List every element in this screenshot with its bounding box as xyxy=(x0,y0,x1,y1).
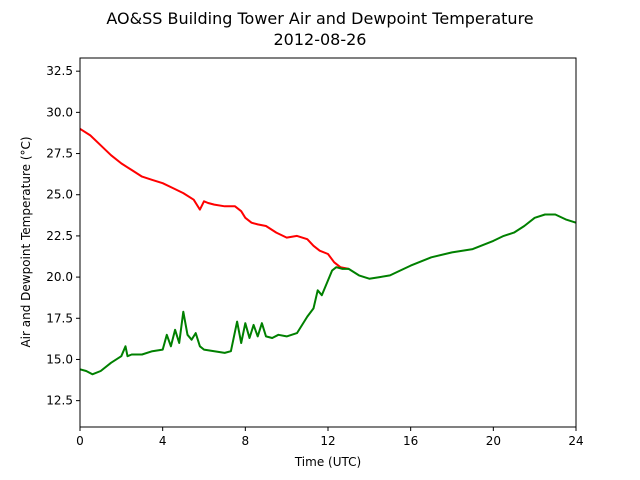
series-line-1 xyxy=(79,213,577,376)
x-tick-label: 24 xyxy=(568,434,583,448)
chart-title: AO&SS Building Tower Air and Dewpoint Te… xyxy=(106,9,533,28)
x-tick-label: 0 xyxy=(76,434,84,448)
x-axis-label: Time (UTC) xyxy=(294,455,361,469)
chart-subtitle: 2012-08-26 xyxy=(274,30,367,49)
y-tick-label: 32.5 xyxy=(46,64,73,78)
y-tick-label: 22.5 xyxy=(46,229,73,243)
x-tick-label: 8 xyxy=(242,434,250,448)
y-tick-label: 17.5 xyxy=(46,311,73,325)
x-tick-label: 4 xyxy=(159,434,167,448)
x-tick-label: 16 xyxy=(403,434,418,448)
x-tick-label: 20 xyxy=(486,434,501,448)
y-tick-label: 25.0 xyxy=(46,188,73,202)
y-axis: 12.5 15.0 17.5 20.0 22.5 25.0 27.5 30.0 32.5 xyxy=(46,64,80,408)
series-line-0 xyxy=(79,127,349,270)
y-axis-label: Air and Dewpoint Temperature (°C) xyxy=(19,136,33,347)
y-tick-label: 20.0 xyxy=(46,270,73,284)
y-tick-label: 15.0 xyxy=(46,352,73,366)
y-tick-label: 27.5 xyxy=(46,147,73,161)
plot-frame xyxy=(79,57,577,428)
y-tick-label: 12.5 xyxy=(46,394,73,408)
x-tick-label: 12 xyxy=(320,434,335,448)
plot-content xyxy=(79,127,577,376)
y-tick-label: 30.0 xyxy=(46,105,73,119)
x-axis: 0 4 8 12 16 20 24 xyxy=(76,427,584,448)
